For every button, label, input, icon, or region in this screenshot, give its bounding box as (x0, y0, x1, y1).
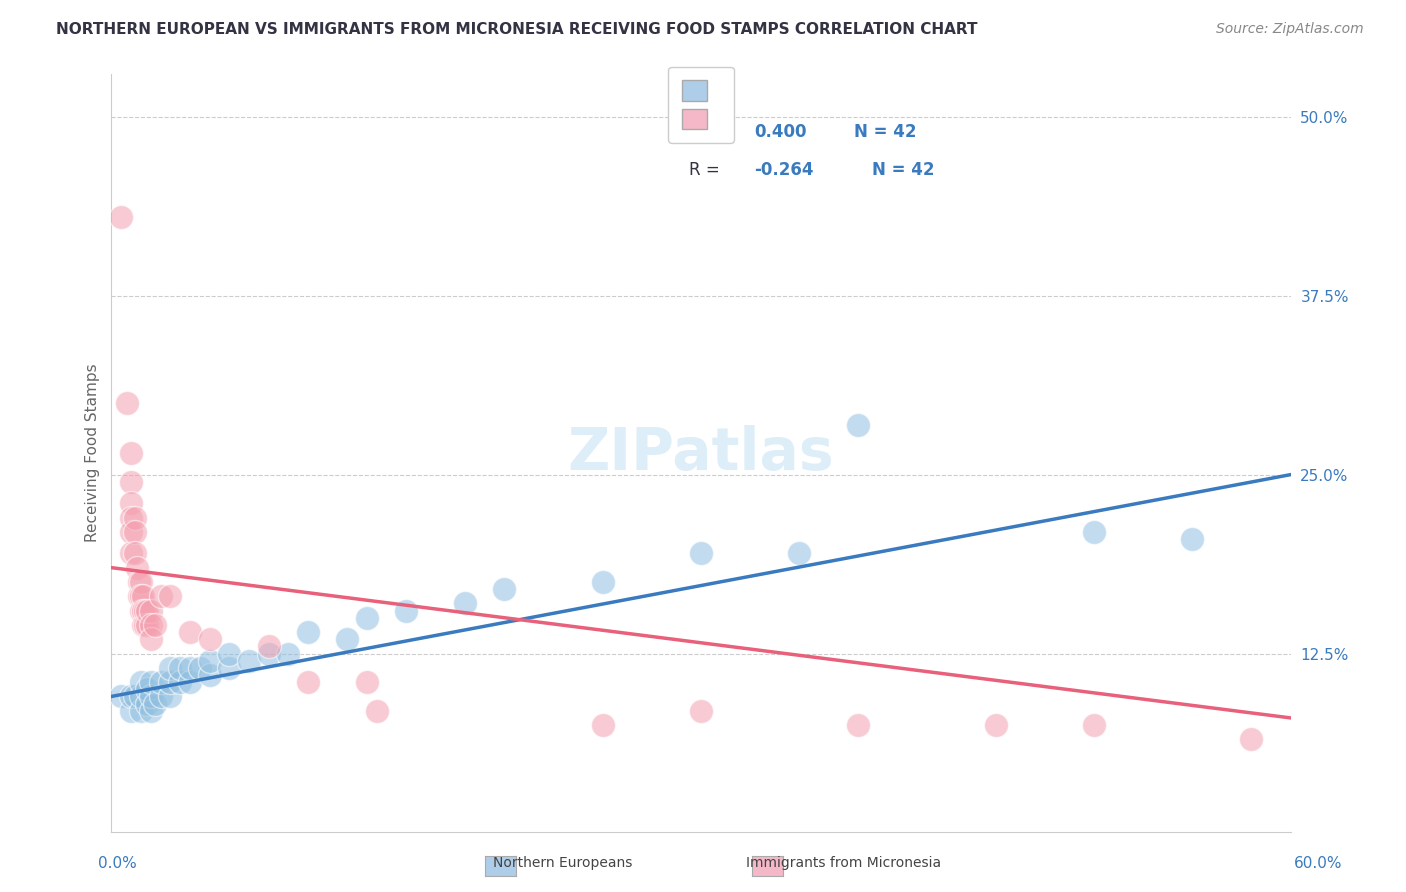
Point (124, 546, 146, 560)
Point (132, 589, 155, 603)
Y-axis label: Receiving Food Stamps: Receiving Food Stamps (86, 364, 100, 542)
Point (592, 574, 614, 589)
Point (143, 618, 166, 632)
Point (120, 446, 142, 460)
Point (198, 632, 221, 647)
Point (143, 697, 166, 711)
Text: 60.0%: 60.0% (1295, 856, 1343, 871)
Point (134, 604, 156, 618)
Legend:  ,  : , (668, 67, 734, 143)
Text: R =: R = (689, 123, 725, 141)
Point (188, 661, 211, 675)
Point (132, 604, 155, 618)
Point (238, 654, 260, 668)
Point (1240, 732, 1263, 747)
Point (139, 604, 162, 618)
Point (454, 596, 477, 610)
Point (135, 604, 157, 618)
Point (297, 625, 319, 640)
Point (128, 589, 150, 603)
Text: N = 42: N = 42 (872, 161, 935, 179)
Text: -0.264: -0.264 (754, 161, 814, 179)
Point (134, 618, 156, 632)
Point (169, 661, 191, 675)
Point (846, 417, 869, 432)
Point (120, 690, 142, 704)
Point (128, 574, 150, 589)
Point (129, 690, 152, 704)
Point (135, 618, 157, 632)
Point (135, 682, 157, 697)
Point (124, 510, 146, 524)
Point (129, 589, 152, 603)
Point (984, 718, 1007, 732)
Text: Northern Europeans: Northern Europeans (492, 855, 633, 870)
Text: R =: R = (689, 161, 725, 179)
Text: N = 42: N = 42 (855, 123, 917, 141)
Point (218, 647, 240, 661)
Point (257, 640, 280, 654)
Text: ZIPatlas: ZIPatlas (568, 425, 834, 482)
Point (494, 582, 516, 596)
Point (169, 675, 191, 690)
Point (159, 690, 181, 704)
Point (135, 697, 157, 711)
Point (846, 718, 869, 732)
Point (120, 496, 142, 510)
Point (1181, 532, 1204, 546)
Point (336, 632, 359, 647)
Point (124, 690, 146, 704)
Point (592, 718, 614, 732)
Point (179, 661, 201, 675)
Point (125, 560, 148, 574)
Point (787, 546, 810, 560)
Point (110, 210, 132, 224)
Point (198, 654, 221, 668)
Point (690, 546, 713, 560)
Point (179, 625, 201, 640)
Point (129, 574, 152, 589)
Point (297, 675, 319, 690)
Text: Source: ZipAtlas.com: Source: ZipAtlas.com (1216, 22, 1364, 37)
Text: 0.0%: 0.0% (98, 856, 138, 871)
Point (129, 675, 152, 690)
Point (159, 675, 181, 690)
Point (139, 690, 162, 704)
Point (120, 524, 142, 539)
Point (356, 675, 378, 690)
Point (120, 475, 142, 489)
Point (149, 690, 172, 704)
Point (1083, 524, 1105, 539)
Point (149, 675, 172, 690)
Point (139, 632, 162, 647)
Point (129, 704, 152, 718)
Point (139, 704, 162, 718)
Text: 0.400: 0.400 (754, 123, 807, 141)
Point (366, 704, 388, 718)
Text: NORTHERN EUROPEAN VS IMMIGRANTS FROM MICRONESIA RECEIVING FOOD STAMPS CORRELATIO: NORTHERN EUROPEAN VS IMMIGRANTS FROM MIC… (56, 22, 977, 37)
Point (139, 618, 162, 632)
Point (690, 704, 713, 718)
Point (1083, 718, 1105, 732)
Point (120, 510, 142, 524)
Point (218, 661, 240, 675)
Point (132, 618, 155, 632)
Point (395, 604, 418, 618)
Point (124, 524, 146, 539)
Point (120, 704, 142, 718)
Point (110, 690, 132, 704)
Point (356, 611, 378, 625)
Point (115, 396, 138, 410)
Point (120, 546, 142, 560)
Point (139, 675, 162, 690)
Point (149, 589, 172, 603)
Point (277, 647, 299, 661)
Point (198, 668, 221, 682)
Point (159, 589, 181, 603)
Point (179, 675, 201, 690)
Point (129, 604, 152, 618)
Point (159, 661, 181, 675)
Point (257, 647, 280, 661)
Text: Immigrants from Micronesia: Immigrants from Micronesia (747, 855, 941, 870)
